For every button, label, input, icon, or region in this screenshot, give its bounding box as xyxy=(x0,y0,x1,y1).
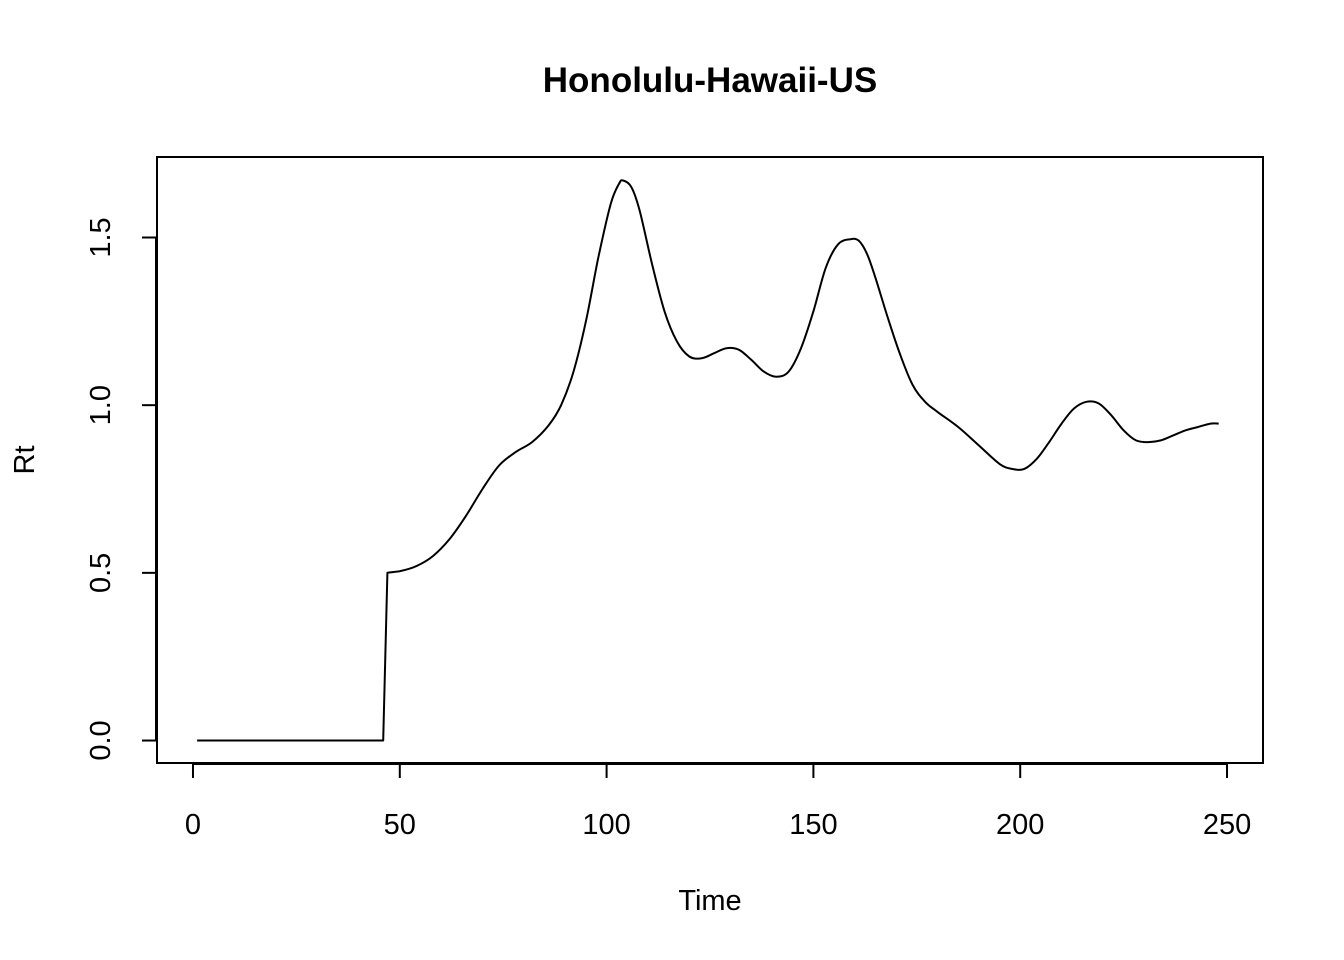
y-tick-label: 0.5 xyxy=(85,553,117,593)
y-axis-label: Rt xyxy=(9,446,41,475)
x-axis-label: Time xyxy=(678,885,741,917)
y-axis: 0.0 0.5 1.0 1.5 xyxy=(85,217,157,761)
x-tick-label: 150 xyxy=(789,809,837,841)
rt-series-line xyxy=(197,179,1219,742)
x-axis: 0 50 100 150 200 250 xyxy=(185,763,1251,841)
y-tick-label: 1.0 xyxy=(85,385,117,425)
y-tick-label: 0.0 xyxy=(85,720,117,760)
plot-frame xyxy=(156,156,1264,764)
x-tick-label: 250 xyxy=(1203,809,1251,841)
series-layer xyxy=(197,179,1219,742)
x-tick-label: 100 xyxy=(582,809,630,841)
x-tick-label: 50 xyxy=(384,809,416,841)
x-tick-label: 0 xyxy=(185,809,201,841)
y-tick-label: 1.5 xyxy=(85,217,117,257)
chart-title: Honolulu-Hawaii-US xyxy=(543,61,877,100)
x-tick-label: 200 xyxy=(996,809,1044,841)
